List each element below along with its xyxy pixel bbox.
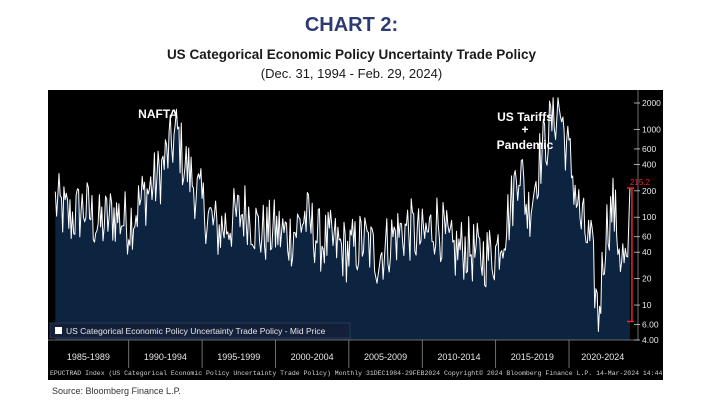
source-note: Source: Bloomberg Finance L.P. [52, 386, 181, 396]
y-tick-label: 200 [642, 186, 656, 196]
header-title: CHART 2: [304, 14, 399, 36]
y-tick-label: 60 [642, 232, 652, 242]
x-tick-label: 2000-2004 [291, 352, 334, 362]
chart: 1985-1989 1990-1994 1995-1999 2000-2004 2005… [48, 90, 663, 380]
x-tick-label: 2010-2014 [437, 352, 480, 362]
annotation-label: NAFTA [138, 107, 178, 121]
annotation-label: + [521, 122, 528, 136]
legend-box [49, 322, 351, 339]
last-value-label: 215.2 [630, 178, 651, 187]
x-tick-label: 1985-1989 [67, 352, 110, 362]
y-tick-label: 6.00 [642, 320, 659, 330]
x-tick-label: 2015-2019 [511, 352, 554, 362]
chart-title: US Categorical Economic Policy Uncertain… [166, 47, 537, 62]
y-tick-label: 400 [642, 159, 656, 169]
legend-label: US Categorical Economic Policy Uncertain… [66, 326, 326, 336]
y-tick-label: 40 [642, 247, 652, 257]
legend-swatch [55, 327, 62, 334]
chart-footer: EPUCTRAD Index (US Categorical Economic … [50, 369, 663, 377]
chart-subtitle: (Dec. 31, 1994 - Feb. 29, 2024) [260, 66, 443, 81]
series-line [54, 97, 631, 332]
x-tick-label: 2005-2009 [364, 352, 407, 362]
x-tick-label: 1990-1994 [144, 352, 187, 362]
x-tick-label: 1995-1999 [217, 352, 260, 362]
annotation-label: Pandemic [497, 138, 554, 152]
y-tick-label: 1000 [642, 124, 661, 134]
y-tick-label: 20 [642, 274, 652, 284]
y-tick-label: 10 [642, 300, 652, 310]
annotation-label: US Tariffs [497, 110, 553, 124]
x-tick-label: 2020-2024 [581, 352, 624, 362]
y-tick-label: 100 [642, 212, 656, 222]
y-tick-label: 2000 [642, 98, 661, 108]
y-tick-label: 4.00 [642, 335, 659, 345]
y-tick-label: 600 [642, 144, 656, 154]
